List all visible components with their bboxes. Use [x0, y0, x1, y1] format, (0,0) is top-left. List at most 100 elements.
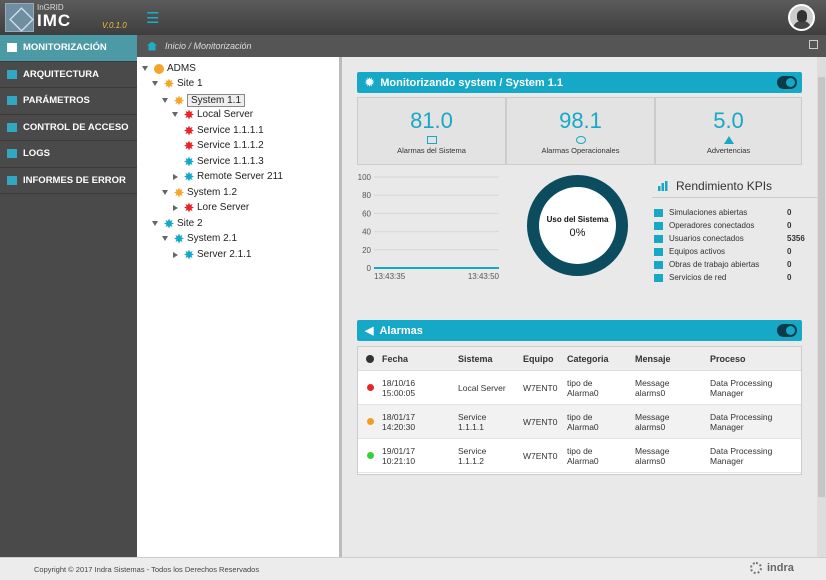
table-row[interactable]: 19/01/17 10:21:10 Service 1.1.1.2 W7ENT0 tipo…: [358, 439, 801, 473]
status-dot: [366, 384, 374, 391]
tree-node[interactable]: Site 1: [152, 78, 203, 89]
logo-icon: [5, 3, 34, 32]
alarms-table: Fecha Sistema Equipo Categoria Mensaje P…: [357, 346, 802, 475]
cell-proceso: Data Processing Manager: [710, 412, 795, 432]
menu-toggle-icon[interactable]: ☰: [146, 10, 160, 27]
logs-icon: [7, 149, 17, 159]
cell-line: alarms0: [635, 455, 666, 466]
user-avatar[interactable]: [788, 4, 815, 31]
cell-sistema: Service 1.1.1.2: [458, 446, 523, 466]
status-gear-icon: [174, 233, 184, 244]
caret-down-icon[interactable]: [162, 98, 168, 103]
caret-down-icon[interactable]: [162, 190, 168, 195]
cell-categoria: tipo de Alarma0: [567, 446, 635, 466]
tree-node[interactable]: Local Server: [172, 109, 253, 120]
caret-down-icon[interactable]: [152, 81, 158, 86]
clock-icon: [575, 136, 586, 144]
column-header[interactable]: Mensaje: [635, 353, 671, 364]
status-dot: [366, 418, 374, 425]
x-tick-label: 13:43:35: [374, 272, 406, 281]
caret-down-icon[interactable]: [172, 112, 178, 117]
tree-node[interactable]: Remote Server 211: [172, 171, 283, 182]
globe-icon: [154, 63, 164, 74]
cell-line: 14:20:30: [382, 421, 416, 432]
tree-node[interactable]: Server 2.1.1: [172, 249, 251, 260]
tree-node[interactable]: Service 1.1.1.1: [184, 125, 264, 136]
cell-categoria: tipo de Alarma0: [567, 378, 635, 398]
kpi-row: Operadores conectados 0: [652, 219, 817, 232]
tree-node-label: Lore Server: [197, 202, 250, 213]
caret-down-icon[interactable]: [152, 221, 158, 226]
cell-line: Data Processing: [710, 411, 773, 422]
warning-icon: [723, 136, 734, 144]
brand-small: InGRID: [37, 3, 64, 12]
home-icon[interactable]: [147, 41, 157, 51]
kpi-box-operational-alarms: 98.1 Alarmas Operacionales: [506, 97, 655, 165]
plane-icon: [654, 208, 663, 217]
sidebar-item-label: PARÁMETROS: [23, 95, 90, 107]
tree-node[interactable]: System 2.1: [162, 233, 237, 244]
cell-line: Manager: [710, 421, 744, 432]
cell-line: tipo de: [567, 377, 593, 388]
table-row[interactable]: 18/10/16 15:00:05 Local Server W7ENT0 tipo d…: [358, 371, 801, 405]
caret-down-icon[interactable]: [142, 66, 148, 71]
kpi-panel-title: Rendimiento KPIs: [652, 179, 817, 198]
tree-node[interactable]: Site 2: [152, 218, 203, 229]
monitor-title: Monitorizando system / System 1.1: [380, 76, 563, 89]
kpi-box-warnings: 5.0 Advertencias: [655, 97, 802, 165]
column-header[interactable]: Categoria: [567, 353, 609, 364]
tree-node[interactable]: Lore Server: [172, 202, 249, 213]
cell-line: 1.1.1.2: [458, 455, 484, 466]
caret-right-icon[interactable]: [173, 251, 178, 258]
bar-chart-icon: [658, 181, 668, 191]
tree-node[interactable]: System 1.1: [162, 94, 246, 107]
kpi-row-label: Obras de trabajo abiertas: [669, 260, 760, 269]
status-gear-icon: [174, 187, 184, 198]
kpi-value: 98.1: [559, 108, 602, 133]
scrollbar[interactable]: [817, 57, 826, 557]
tree-node-label: ADMS: [167, 63, 196, 74]
donut-value: 0%: [569, 227, 586, 239]
indra-brand-text: indra: [767, 562, 794, 574]
sidebar-item-1[interactable]: ARQUITECTURA: [0, 62, 137, 88]
table-row[interactable]: 18/01/17 14:20:30 Service 1.1.1.1 W7ENT0 tipo…: [358, 405, 801, 439]
alarms-toggle[interactable]: [777, 324, 797, 337]
cell-equipo: W7ENT0: [523, 416, 558, 427]
sidebar-item-4[interactable]: LOGS: [0, 141, 137, 168]
sidebar-item-5[interactable]: INFORMES DE ERROR: [0, 168, 137, 194]
caret-down-icon[interactable]: [162, 236, 168, 241]
tree-node[interactable]: Service 1.1.1.3: [184, 156, 264, 167]
expand-icon[interactable]: [809, 40, 818, 49]
tree-node[interactable]: ADMS: [142, 63, 196, 74]
wrench-icon: [654, 260, 663, 269]
monitor-toggle[interactable]: [777, 76, 797, 89]
status-gear-icon: [184, 202, 194, 213]
sidebar-item-0[interactable]: MONITORIZACIÓN: [0, 35, 137, 62]
column-header[interactable]: Sistema: [458, 353, 493, 364]
status-gear-icon: [184, 140, 194, 151]
cell-categoria: tipo de Alarma0: [567, 412, 635, 432]
column-header[interactable]: Equipo: [523, 353, 554, 364]
caret-right-icon[interactable]: [173, 173, 178, 180]
tree-node-label: Service 1.1.1.2: [197, 140, 264, 151]
cell-line: 15:00:05: [382, 387, 416, 398]
kpi-row-value: 5356: [787, 234, 805, 243]
status-gear-icon: [164, 218, 174, 229]
cell-mensaje: Message alarms0: [635, 378, 710, 398]
tree-node[interactable]: System 1.2: [162, 187, 237, 198]
kpi-row-label: Simulaciones abiertas: [669, 208, 748, 217]
column-header[interactable]: Proceso: [710, 353, 746, 364]
app-logo[interactable]: InGRID IMC V.0.1.0: [5, 3, 135, 32]
sidebar-item-3[interactable]: CONTROL DE ACCESO: [0, 115, 137, 141]
column-header[interactable]: Fecha: [382, 353, 409, 364]
tree-node[interactable]: Service 1.1.1.2: [184, 140, 264, 151]
cell-fecha: 18/01/17 14:20:30: [382, 412, 458, 432]
tree-node-label: Server 2.1.1: [197, 249, 252, 260]
cell-line: 10:21:10: [382, 455, 416, 466]
kpi-row: Servicios de red 0: [652, 271, 817, 284]
sidebar-item-2[interactable]: PARÁMETROS: [0, 88, 137, 115]
caret-right-icon[interactable]: [173, 204, 178, 211]
y-tick-label: 20: [362, 246, 371, 255]
cell-proceso: Data Processing Manager: [710, 378, 795, 398]
scrollbar-thumb[interactable]: [818, 77, 825, 497]
